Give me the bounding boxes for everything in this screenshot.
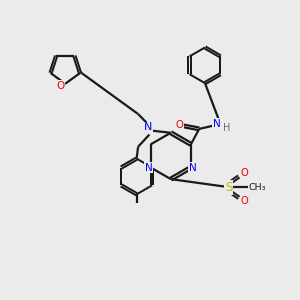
Text: CH₃: CH₃ — [248, 183, 266, 192]
Text: H: H — [224, 123, 231, 133]
Text: O: O — [56, 80, 65, 91]
Text: N: N — [145, 163, 152, 172]
Text: N: N — [213, 119, 221, 129]
Text: O: O — [176, 120, 184, 130]
Text: N: N — [144, 122, 152, 132]
Text: N: N — [189, 163, 197, 172]
Text: O: O — [240, 196, 248, 206]
Text: S: S — [225, 181, 232, 194]
Text: O: O — [240, 169, 248, 178]
